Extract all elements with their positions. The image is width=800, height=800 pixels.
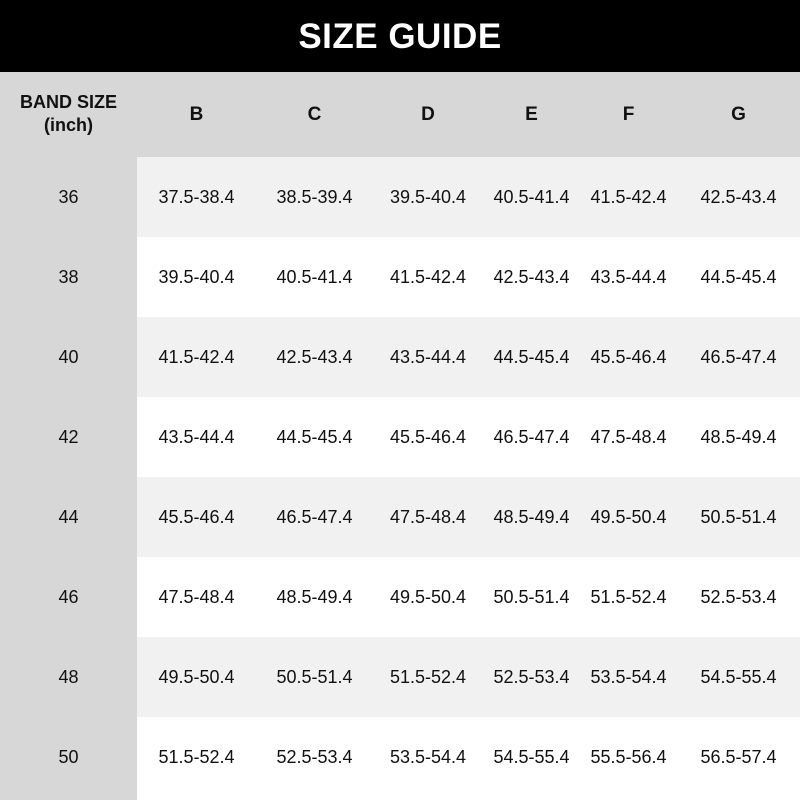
measurement-cell: 45.5-46.4 (580, 317, 677, 397)
measurement-cell: 52.5-53.4 (483, 637, 580, 717)
measurement-cell: 51.5-52.4 (373, 637, 483, 717)
table-row: 36 37.5-38.4 38.5-39.4 39.5-40.4 40.5-41… (0, 157, 800, 237)
measurement-cell: 53.5-54.4 (373, 717, 483, 797)
band-size-header: BAND SIZE (inch) (0, 72, 137, 157)
band-size-value: 42 (0, 397, 137, 477)
table-row: 46 47.5-48.4 48.5-49.4 49.5-50.4 50.5-51… (0, 557, 800, 637)
measurement-cell: 41.5-42.4 (373, 237, 483, 317)
measurement-cell: 37.5-38.4 (137, 157, 256, 237)
measurement-cell: 40.5-41.4 (483, 157, 580, 237)
measurement-cell: 48.5-49.4 (677, 397, 800, 477)
measurement-cell: 40.5-41.4 (256, 237, 373, 317)
measurement-cell: 50.5-51.4 (483, 557, 580, 637)
measurement-cell: 56.5-57.4 (677, 717, 800, 797)
band-size-value: 40 (0, 317, 137, 397)
measurement-cell: 48.5-49.4 (483, 477, 580, 557)
header-row: BAND SIZE (inch) B C D E F G (0, 72, 800, 157)
table-row: 38 39.5-40.4 40.5-41.4 41.5-42.4 42.5-43… (0, 237, 800, 317)
measurement-cell: 54.5-55.4 (483, 717, 580, 797)
measurement-cell: 42.5-43.4 (483, 237, 580, 317)
measurement-cell: 41.5-42.4 (137, 317, 256, 397)
band-size-value: 44 (0, 477, 137, 557)
table-row: 44 45.5-46.4 46.5-47.4 47.5-48.4 48.5-49… (0, 477, 800, 557)
table-row: 42 43.5-44.4 44.5-45.4 45.5-46.4 46.5-47… (0, 397, 800, 477)
measurement-cell: 50.5-51.4 (677, 477, 800, 557)
band-size-value: 36 (0, 157, 137, 237)
measurement-cell: 44.5-45.4 (483, 317, 580, 397)
measurement-cell: 49.5-50.4 (373, 557, 483, 637)
measurement-cell: 54.5-55.4 (677, 637, 800, 717)
measurement-cell: 44.5-45.4 (677, 237, 800, 317)
measurement-cell: 39.5-40.4 (137, 237, 256, 317)
measurement-cell: 53.5-54.4 (580, 637, 677, 717)
cup-header-f: F (580, 72, 677, 157)
measurement-cell: 38.5-39.4 (256, 157, 373, 237)
measurement-cell: 44.5-45.4 (256, 397, 373, 477)
measurement-cell: 42.5-43.4 (677, 157, 800, 237)
measurement-cell: 39.5-40.4 (373, 157, 483, 237)
cup-header-d: D (373, 72, 483, 157)
measurement-cell: 45.5-46.4 (137, 477, 256, 557)
measurement-cell: 49.5-50.4 (580, 477, 677, 557)
cup-header-e: E (483, 72, 580, 157)
size-guide-table-region: BAND SIZE (inch) B C D E F G 36 37.5-38.… (0, 72, 800, 800)
band-size-value: 50 (0, 717, 137, 797)
measurement-cell: 43.5-44.4 (373, 317, 483, 397)
measurement-cell: 51.5-52.4 (137, 717, 256, 797)
size-guide-table: BAND SIZE (inch) B C D E F G 36 37.5-38.… (0, 72, 800, 797)
band-size-header-label: BAND SIZE (19, 92, 117, 112)
table-row: 40 41.5-42.4 42.5-43.4 43.5-44.4 44.5-45… (0, 317, 800, 397)
measurement-cell: 48.5-49.4 (256, 557, 373, 637)
measurement-cell: 52.5-53.4 (677, 557, 800, 637)
measurement-cell: 47.5-48.4 (580, 397, 677, 477)
title-banner: SIZE GUIDE (0, 0, 800, 72)
table-row: 48 49.5-50.4 50.5-51.4 51.5-52.4 52.5-53… (0, 637, 800, 717)
measurement-cell: 42.5-43.4 (256, 317, 373, 397)
table-header: BAND SIZE (inch) B C D E F G (0, 72, 800, 157)
page-title: SIZE GUIDE (298, 16, 502, 56)
band-size-value: 48 (0, 637, 137, 717)
measurement-cell: 47.5-48.4 (137, 557, 256, 637)
table-row: 50 51.5-52.4 52.5-53.4 53.5-54.4 54.5-55… (0, 717, 800, 797)
measurement-cell: 41.5-42.4 (580, 157, 677, 237)
measurement-cell: 52.5-53.4 (256, 717, 373, 797)
measurement-cell: 47.5-48.4 (373, 477, 483, 557)
band-size-value: 38 (0, 237, 137, 317)
band-size-header-unit: (inch) (44, 114, 93, 135)
cup-header-g: G (677, 72, 800, 157)
cup-header-b: B (137, 72, 256, 157)
measurement-cell: 46.5-47.4 (256, 477, 373, 557)
measurement-cell: 49.5-50.4 (137, 637, 256, 717)
measurement-cell: 45.5-46.4 (373, 397, 483, 477)
measurement-cell: 43.5-44.4 (580, 237, 677, 317)
measurement-cell: 50.5-51.4 (256, 637, 373, 717)
cup-header-c: C (256, 72, 373, 157)
measurement-cell: 51.5-52.4 (580, 557, 677, 637)
measurement-cell: 46.5-47.4 (483, 397, 580, 477)
band-size-value: 46 (0, 557, 137, 637)
table-body: 36 37.5-38.4 38.5-39.4 39.5-40.4 40.5-41… (0, 157, 800, 797)
measurement-cell: 55.5-56.4 (580, 717, 677, 797)
measurement-cell: 43.5-44.4 (137, 397, 256, 477)
measurement-cell: 46.5-47.4 (677, 317, 800, 397)
